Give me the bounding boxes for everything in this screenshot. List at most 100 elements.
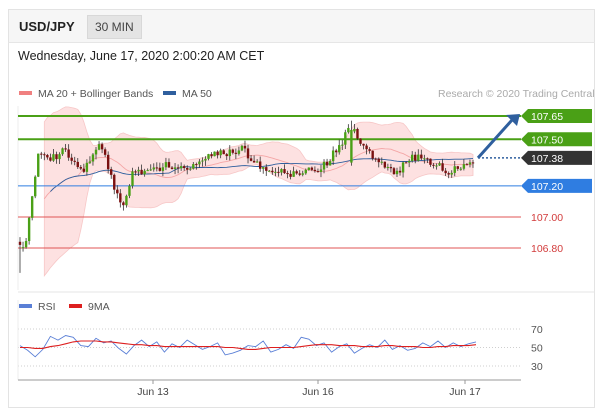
- candle-body: [432, 164, 435, 166]
- candle-body: [82, 168, 86, 172]
- candle: [186, 165, 189, 175]
- candle: [417, 149, 420, 162]
- candle-body: [268, 170, 271, 172]
- candle: [426, 157, 429, 164]
- candle-body: [438, 163, 441, 166]
- legend-ma50-label: MA 50: [182, 88, 212, 100]
- candle-body: [331, 150, 335, 162]
- ma20-line: [43, 148, 474, 200]
- candle-body: [286, 173, 289, 175]
- candle-body: [164, 162, 168, 168]
- candle-body: [271, 170, 274, 173]
- candle: [450, 170, 453, 178]
- candle: [268, 169, 271, 172]
- candle: [125, 194, 128, 208]
- candle: [76, 158, 79, 169]
- candle-body: [58, 154, 61, 160]
- candle: [386, 163, 390, 171]
- candle: [246, 144, 250, 164]
- candle: [316, 168, 320, 173]
- candle: [441, 158, 444, 172]
- candle: [249, 155, 253, 162]
- candle: [91, 152, 95, 166]
- rsi-tick-label: 70: [531, 324, 543, 336]
- candle: [322, 159, 326, 174]
- candle: [401, 161, 405, 178]
- candle: [128, 184, 131, 199]
- candle-body: [301, 173, 304, 175]
- candle: [152, 163, 155, 172]
- candle: [24, 237, 28, 249]
- legend-ma20-swatch: [19, 91, 32, 96]
- candle-body: [246, 148, 250, 159]
- candle: [173, 162, 177, 175]
- candle: [40, 151, 43, 159]
- candle: [158, 162, 162, 172]
- candle-body: [210, 154, 213, 157]
- candle-body: [380, 161, 383, 163]
- candle-body: [55, 154, 58, 160]
- candle: [465, 162, 469, 166]
- legend-9ma-label: 9MA: [88, 301, 110, 313]
- candle-body: [155, 167, 159, 169]
- candle: [43, 152, 46, 161]
- candle-body: [219, 150, 222, 156]
- candle: [100, 142, 104, 154]
- candle-body: [471, 162, 475, 164]
- candle-body: [322, 161, 326, 170]
- level-label: 106.80: [531, 243, 563, 255]
- candle-body: [128, 185, 131, 196]
- candle: [432, 162, 435, 169]
- candle: [414, 151, 417, 164]
- candle-body: [192, 164, 195, 169]
- candle-body: [410, 154, 414, 161]
- candle: [350, 120, 353, 166]
- candle: [237, 146, 241, 156]
- candle: [319, 164, 323, 178]
- candle: [79, 165, 83, 171]
- candle-body: [143, 170, 146, 175]
- candle-body: [423, 158, 426, 160]
- candle-body: [170, 167, 174, 169]
- candle: [110, 166, 113, 179]
- candle: [116, 185, 119, 199]
- level-label-text: 106.80: [531, 243, 563, 255]
- candle: [447, 171, 450, 179]
- candle: [228, 145, 231, 161]
- candle: [289, 170, 292, 180]
- candle: [137, 166, 140, 176]
- candle-body: [341, 144, 344, 146]
- candle-body: [201, 160, 204, 162]
- timeframe-button[interactable]: 30 MIN: [87, 15, 142, 39]
- candle-body: [277, 171, 280, 173]
- candle-body: [292, 171, 295, 177]
- candle-body: [113, 174, 116, 190]
- credit-text: Research © 2020 Trading Central: [438, 88, 595, 100]
- candle-body: [417, 154, 420, 161]
- candle: [429, 158, 432, 167]
- candle: [182, 164, 186, 171]
- candle-body: [179, 166, 183, 169]
- legend-rsi-swatch: [19, 304, 32, 309]
- candle: [106, 151, 110, 174]
- candle-body: [149, 169, 152, 171]
- candle-body: [255, 161, 259, 163]
- candle-body: [243, 145, 247, 149]
- candle: [392, 166, 396, 175]
- candle-body: [37, 153, 40, 177]
- candle-body: [237, 150, 241, 154]
- rsi-line: [19, 335, 477, 358]
- candle: [207, 153, 210, 161]
- candle-body: [386, 167, 390, 169]
- candle-body: [295, 171, 298, 174]
- level-tag: [521, 109, 592, 123]
- candle: [119, 189, 122, 208]
- candle: [170, 165, 174, 170]
- candle: [225, 152, 228, 161]
- candle: [34, 175, 37, 199]
- candle-body: [262, 167, 265, 169]
- candle: [131, 167, 134, 189]
- candle: [395, 167, 399, 177]
- candle: [438, 161, 441, 166]
